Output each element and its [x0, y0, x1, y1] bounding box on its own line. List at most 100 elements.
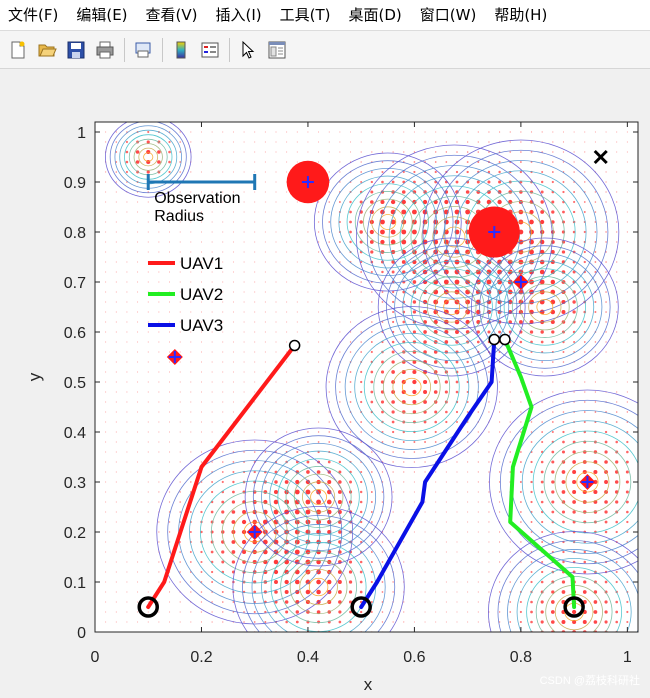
menu-view[interactable]: 查看(V) [145, 6, 198, 24]
density-dot [551, 600, 555, 604]
density-dot [529, 219, 534, 225]
density-dot [115, 491, 117, 493]
density-dot [541, 161, 544, 163]
density-dot [594, 231, 597, 233]
density-dot [562, 361, 565, 363]
density-dot [105, 171, 107, 173]
density-dot [328, 141, 330, 143]
density-dot [211, 261, 213, 263]
legend-icon[interactable] [198, 38, 222, 62]
density-dot [222, 311, 224, 313]
menu-desktop[interactable]: 桌面(D) [348, 6, 402, 24]
pointer-icon[interactable] [236, 38, 260, 62]
density-dot [286, 271, 288, 273]
density-dot [411, 209, 417, 215]
density-dot [105, 621, 107, 623]
density-dot [626, 371, 628, 373]
menu-edit[interactable]: 编辑(E) [76, 6, 128, 24]
density-dot [380, 219, 385, 225]
new-file-icon[interactable] [6, 38, 30, 62]
property-editor-icon[interactable] [265, 38, 289, 62]
density-dot [477, 161, 480, 163]
density-dot [551, 450, 555, 454]
density-dot [582, 590, 587, 594]
density-dot [593, 620, 598, 624]
menu-tools[interactable]: 工具(T) [279, 6, 331, 24]
density-dot [190, 401, 192, 403]
density-dot [616, 381, 618, 383]
density-dot [488, 371, 490, 373]
density-dot [168, 501, 171, 503]
density-dot [604, 520, 608, 524]
save-icon[interactable] [64, 38, 88, 62]
open-folder-icon[interactable] [35, 38, 59, 62]
density-dot [179, 431, 181, 433]
colorbar-icon[interactable] [169, 38, 193, 62]
density-dot [456, 421, 458, 423]
density-dot [551, 210, 555, 214]
density-dot [541, 401, 543, 403]
density-dot [115, 501, 117, 503]
density-dot [616, 261, 618, 263]
density-dot [424, 451, 426, 453]
density-dot [328, 151, 330, 153]
density-dot [467, 461, 469, 463]
density-dot [137, 591, 139, 593]
menu-insert[interactable]: 插入(I) [215, 6, 262, 24]
density-dot [604, 610, 608, 614]
density-dot [105, 611, 107, 613]
density-dot [264, 291, 266, 293]
density-dot [466, 360, 469, 364]
density-dot [158, 361, 160, 363]
density-dot [147, 611, 149, 613]
density-dot [349, 431, 352, 433]
density-dot [200, 281, 202, 283]
print-icon[interactable] [93, 38, 117, 62]
density-dot [318, 311, 320, 313]
density-dot [137, 241, 139, 243]
density-dot [285, 441, 288, 443]
density-dot [105, 321, 107, 323]
density-dot [390, 199, 396, 205]
density-dot [550, 250, 555, 254]
menu-help[interactable]: 帮助(H) [494, 6, 548, 24]
density-dot [231, 510, 236, 514]
density-dot [105, 231, 107, 233]
density-dot [359, 590, 363, 594]
density-dot [189, 530, 192, 534]
density-dot [498, 411, 501, 413]
density-dot [477, 601, 479, 603]
density-dot [381, 161, 384, 163]
menu-window[interactable]: 窗口(W) [419, 6, 477, 24]
density-dot [561, 490, 566, 494]
density-dot [435, 611, 437, 613]
density-dot [296, 441, 299, 443]
density-dot [466, 441, 469, 443]
density-dot [359, 580, 363, 584]
density-dot [604, 510, 608, 514]
density-dot [339, 151, 341, 153]
density-dot [381, 591, 384, 593]
density-dot [488, 571, 490, 573]
density-dot [137, 451, 139, 453]
density-dot [115, 401, 117, 403]
density-dot [200, 461, 203, 463]
density-dot [594, 341, 597, 343]
density-dot [497, 199, 502, 205]
density-dot [530, 361, 533, 363]
density-dot [296, 271, 298, 273]
contour-ring [455, 170, 587, 294]
density-dot [477, 131, 479, 133]
contour-ring [371, 206, 405, 238]
density-dot [456, 481, 458, 483]
contour-ring [293, 473, 344, 521]
print-preview-icon[interactable] [131, 38, 155, 62]
density-dot [179, 301, 181, 303]
density-dot [318, 371, 320, 373]
density-dot [435, 551, 437, 553]
density-dot [371, 301, 373, 303]
menu-file[interactable]: 文件(F) [8, 6, 59, 24]
density-dot [105, 301, 107, 303]
density-dot [137, 321, 139, 323]
